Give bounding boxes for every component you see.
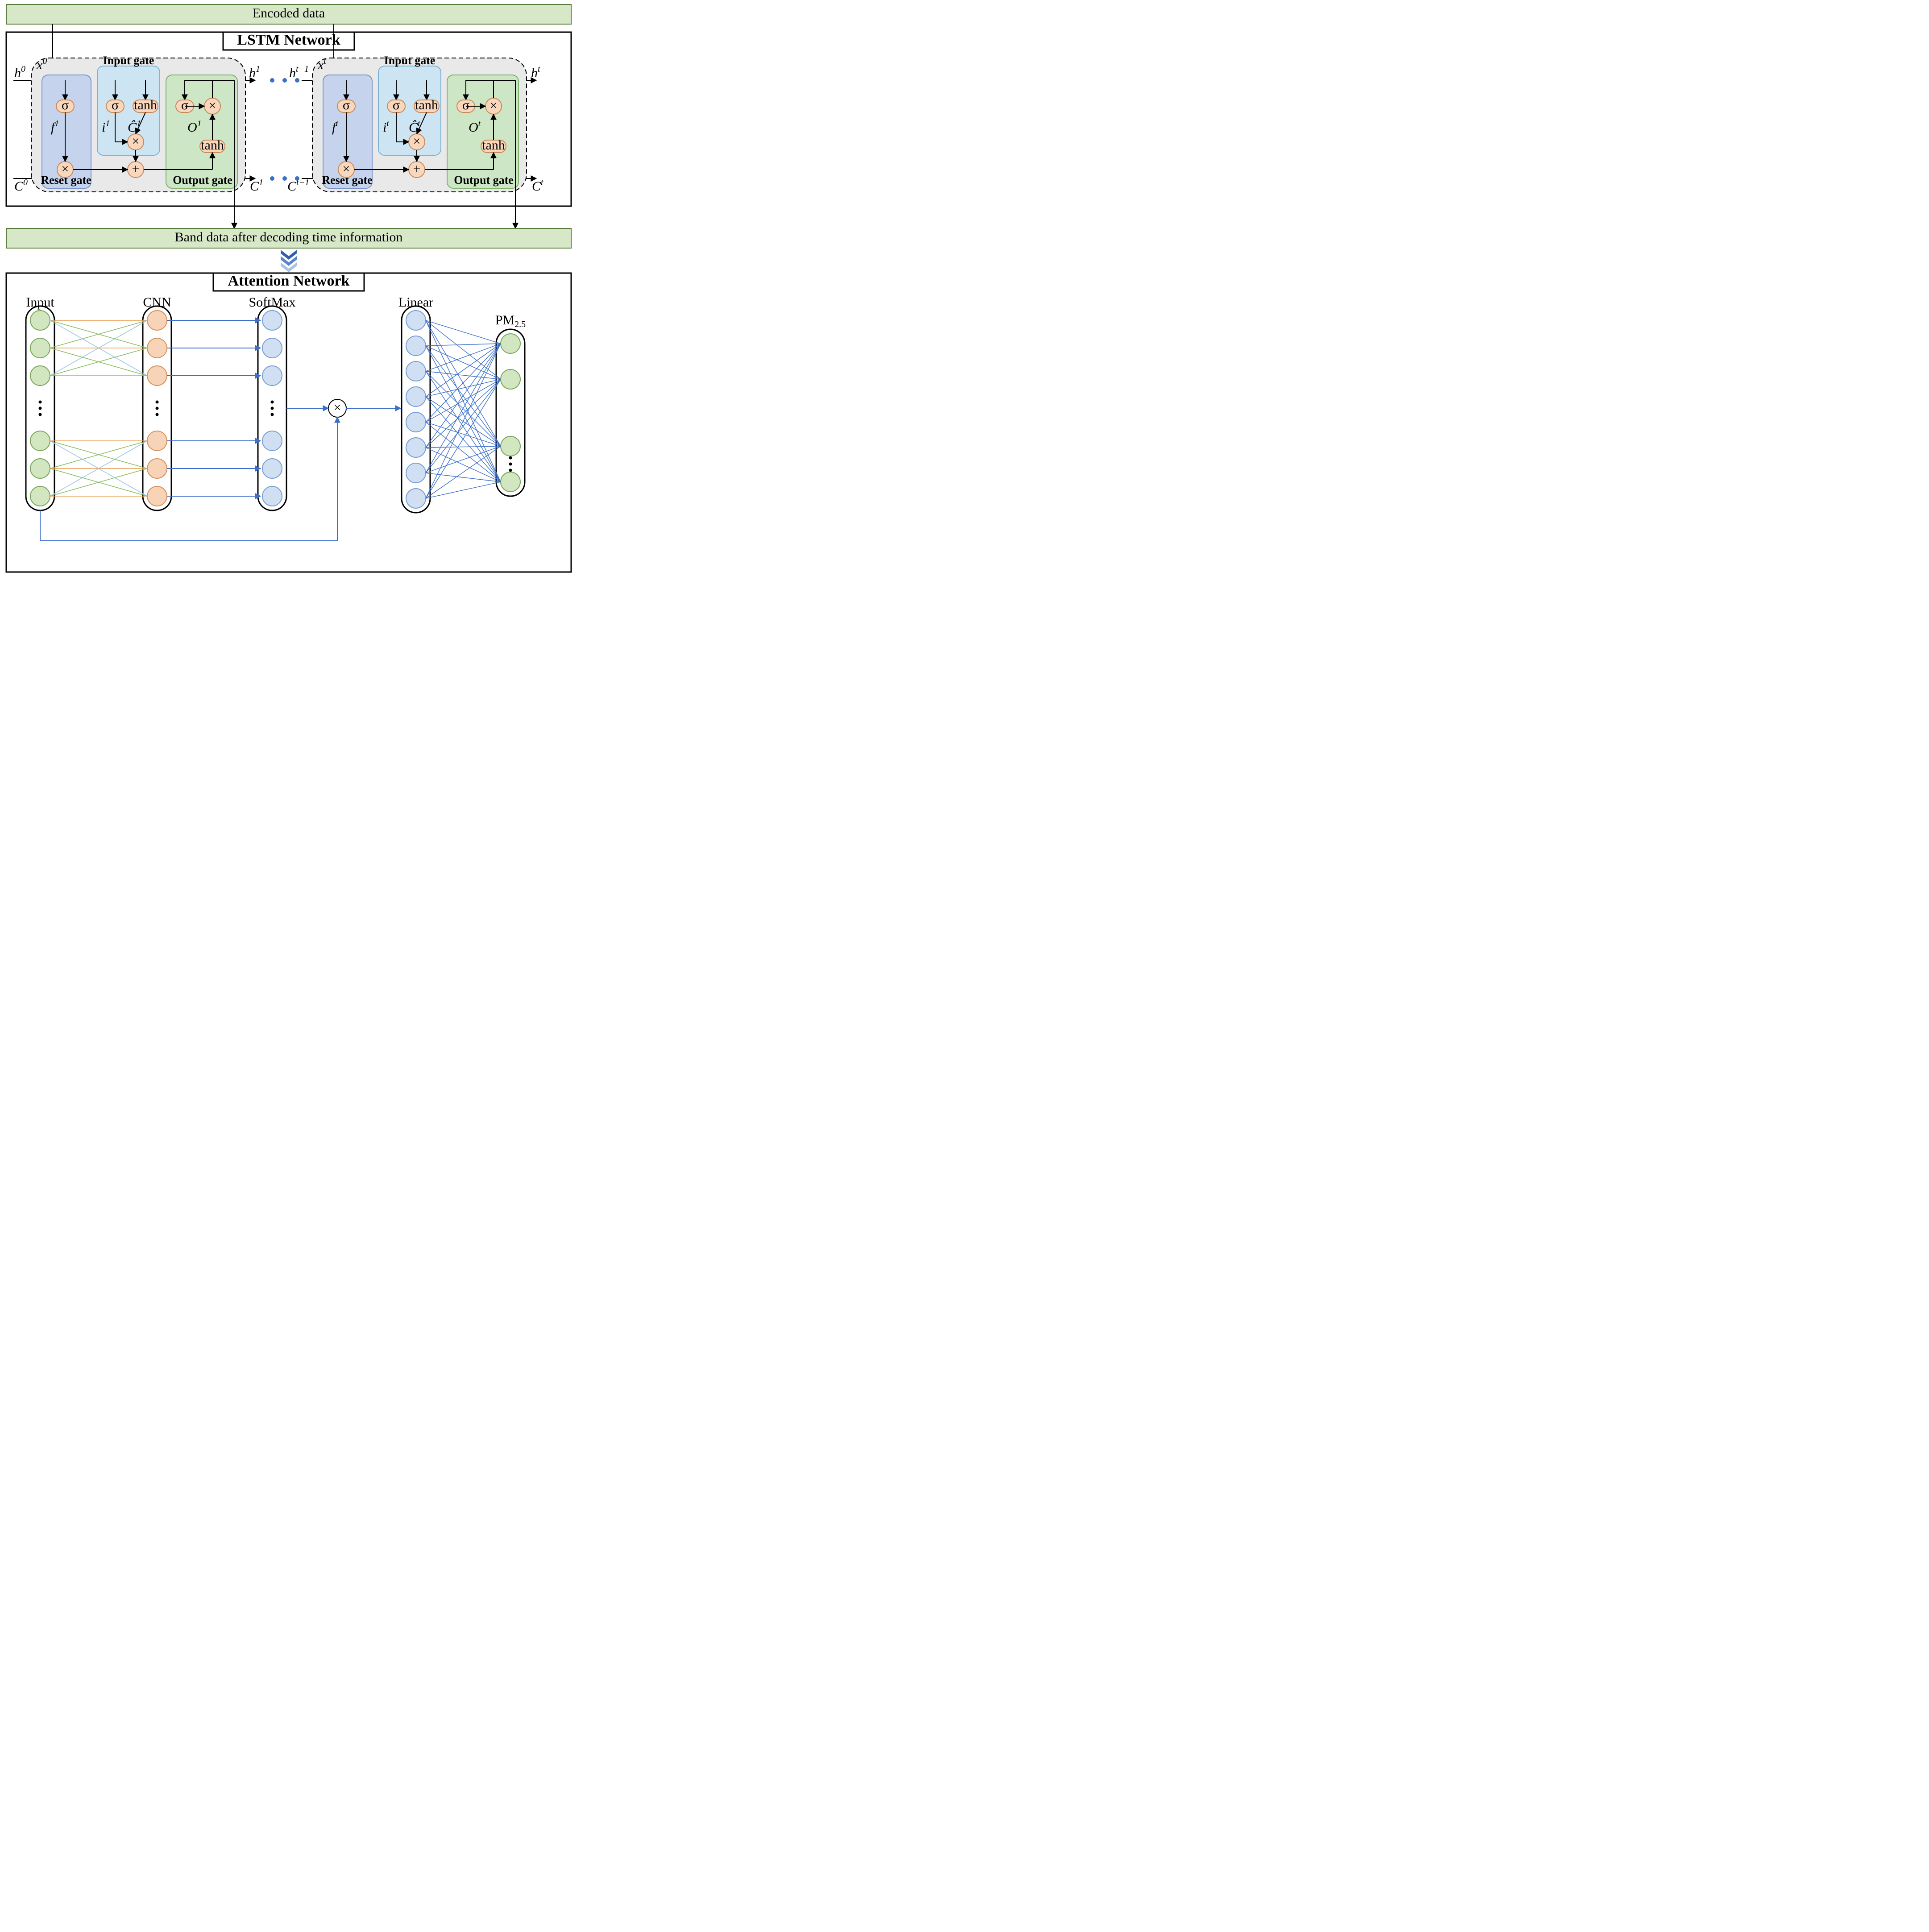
cnn-layer-node: [147, 431, 167, 451]
input-layer-node: [30, 338, 50, 358]
pm25-layer-node: [501, 472, 520, 492]
lstm-cell: Input gateReset gateOutput gatextσσtanhσ…: [312, 54, 527, 198]
linear-layer-node: [406, 361, 426, 381]
mult-f-label: ×: [343, 162, 350, 176]
sigma-i-label: σ: [393, 98, 400, 112]
cnn-layer-node: [147, 486, 167, 506]
linear-layer-node: [406, 387, 426, 406]
input-layer-dots: [39, 407, 42, 410]
cnn-layer-node: [147, 459, 167, 478]
input-gate-label: Input gate: [103, 54, 154, 67]
softmax-layer-dots: [271, 407, 274, 410]
linear-layer-node: [406, 489, 426, 508]
output-gate: [447, 75, 519, 188]
attention-mult-label: ×: [334, 400, 341, 415]
input-col-label: Input: [26, 295, 54, 310]
c-ellipsis-dot: [282, 176, 287, 181]
softmax-layer-node: [262, 459, 282, 478]
output-gate-label: Output gate: [454, 174, 514, 187]
mult-out-label: ×: [209, 98, 216, 113]
output-gate: [166, 75, 237, 188]
pm25-layer-node: [501, 436, 520, 456]
linear-layer-node: [406, 336, 426, 356]
input-layer-node: [30, 431, 50, 451]
softmax-layer-node: [262, 366, 282, 386]
sigma-f-label: σ: [343, 98, 350, 112]
mult-ic-label: ×: [413, 134, 421, 149]
sigma-o-label: σ: [181, 98, 188, 112]
input-layer-node: [30, 486, 50, 506]
input-layer-dots: [39, 413, 42, 416]
pm25-layer-node: [501, 334, 520, 353]
attention-title: Attention Network: [228, 273, 350, 289]
h-ellipsis-dot: [282, 78, 287, 83]
pm25-layer-dots: [509, 463, 512, 466]
lstm-cell: Input gateReset gateOutput gatex0σσtanhσ…: [31, 54, 245, 198]
mult-f-label: ×: [62, 162, 69, 176]
softmax-layer-node: [262, 431, 282, 451]
plus-label: +: [413, 162, 421, 176]
input-gate-label: Input gate: [384, 54, 436, 67]
diagram-root: Encoded dataLSTM Networkh0h1ht−1htC0C1Ct…: [0, 0, 577, 578]
c-ellipsis-dot: [270, 176, 274, 181]
input-layer-node: [30, 311, 50, 330]
mult-out-label: ×: [490, 98, 498, 113]
output-gate-label: Output gate: [173, 174, 232, 187]
cnn-layer-dots: [156, 413, 159, 416]
band-data-label: Band data after decoding time informatio…: [175, 230, 403, 245]
tanh-c-label: tanh: [415, 98, 438, 112]
sigma-o-label: σ: [462, 98, 469, 112]
cnn-layer-node: [147, 311, 167, 330]
input-layer-dots: [39, 401, 42, 404]
lstm-title: LSTM Network: [237, 32, 340, 48]
plus-label: +: [132, 162, 140, 176]
pm25-layer-dots: [509, 469, 512, 472]
cnn-layer-node: [147, 366, 167, 386]
linear-layer-node: [406, 311, 426, 330]
softmax-layer-dots: [271, 401, 274, 404]
input-layer-node: [30, 366, 50, 386]
softmax-layer-node: [262, 338, 282, 358]
input-layer-node: [30, 459, 50, 478]
cnn-layer-dots: [156, 407, 159, 410]
linear-layer-node: [406, 438, 426, 457]
tanh-c-label: tanh: [134, 98, 157, 112]
pm25-layer-node: [501, 369, 520, 389]
h-ellipsis-dot: [270, 78, 274, 83]
mult-ic-label: ×: [132, 134, 140, 149]
softmax-layer-node: [262, 311, 282, 330]
softmax-col-label: SoftMax: [249, 295, 296, 310]
softmax-layer-node: [262, 486, 282, 506]
pm25-layer-dots: [509, 456, 512, 460]
encoded-data-label: Encoded data: [253, 6, 325, 21]
linear-layer-node: [406, 412, 426, 432]
linear-layer-node: [406, 463, 426, 483]
sigma-i-label: σ: [112, 98, 119, 112]
linear-col-label: Linear: [398, 295, 433, 310]
softmax-layer-dots: [271, 413, 274, 416]
cnn-layer-dots: [156, 401, 159, 404]
sigma-f-label: σ: [62, 98, 69, 112]
cnn-col-label: CNN: [143, 295, 171, 310]
cnn-layer-node: [147, 338, 167, 358]
